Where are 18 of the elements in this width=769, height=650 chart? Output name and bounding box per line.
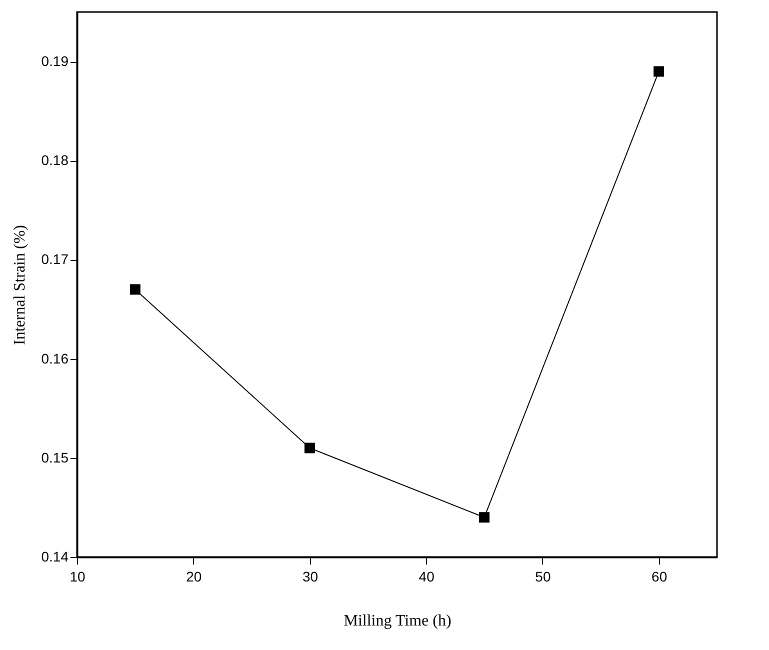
x-tick-label: 50 — [535, 568, 551, 584]
x-tick-label: 30 — [302, 568, 318, 584]
x-tick-label: 10 — [70, 568, 86, 584]
x-tick-label: 40 — [418, 568, 435, 584]
x-axis-title: Milling Time (h) — [344, 612, 452, 630]
point — [654, 66, 664, 77]
y-tick-label: 0.19 — [41, 53, 69, 70]
y-tick-label: 0.15 — [41, 449, 69, 466]
point — [304, 442, 315, 454]
x-tick-label: 20 — [186, 568, 202, 584]
y-tick-label: 0.18 — [41, 152, 69, 168]
y-tick-label: 0.14 — [41, 548, 69, 564]
point — [130, 284, 140, 295]
point — [479, 512, 490, 523]
y-tick-label: 0.17 — [41, 251, 69, 268]
y-axis-title: Internal Strain (%) — [11, 225, 28, 345]
x-tick-label: 60 — [652, 568, 668, 584]
y-tick-label: 0.16 — [41, 350, 69, 366]
